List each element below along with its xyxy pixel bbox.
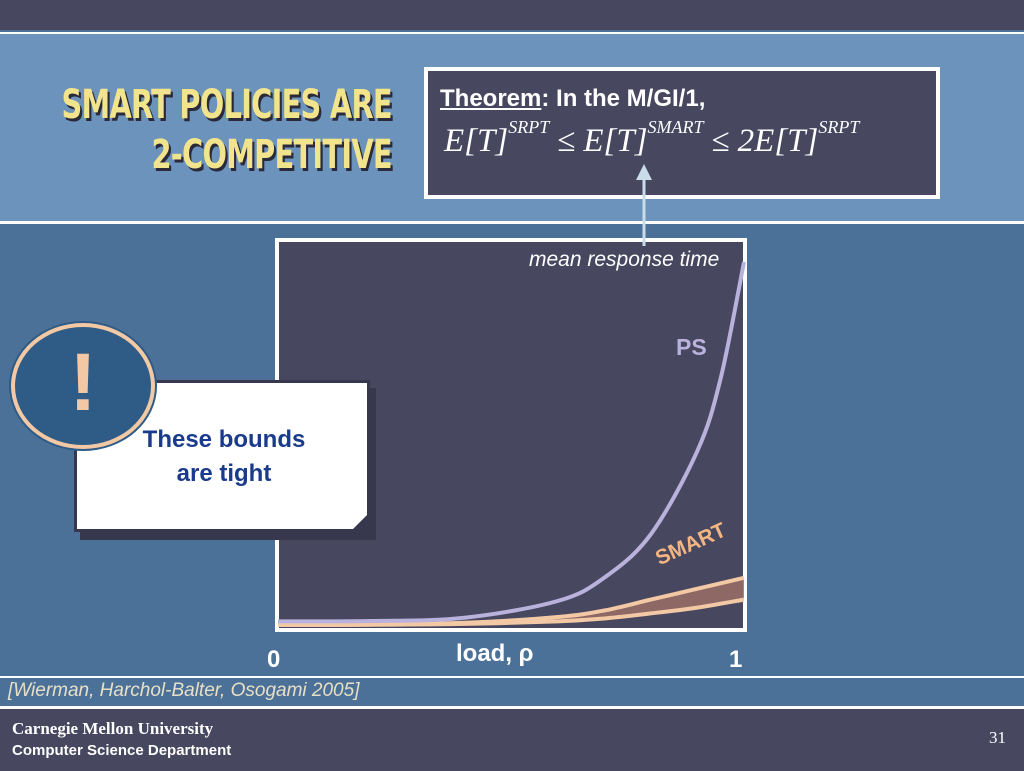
formula-srpt-sup: SRPT [508,117,550,137]
pointer-arrow-head [636,164,652,180]
theorem-label: Theorem [440,85,542,112]
formula-le-2: ≤ [711,123,730,159]
x-tick-0: 0 [267,646,281,673]
smart-lower-line [277,597,745,627]
theorem-box: Theorem: In the M/GI/1, E[T]SRPT ≤ E[T]SMA… [424,67,940,199]
citation-divider [0,676,1024,678]
callout-line-2: are tight [176,460,272,487]
footer: Carnegie Mellon University Computer Scie… [0,706,1024,771]
top-bar [0,0,1024,30]
formula-le-1: ≤ [557,123,576,159]
department-name: Computer Science Department [12,742,232,759]
plot-layer [277,261,746,627]
x-axis-label: load, ρ [456,640,534,667]
theorem-formula: E[T]SRPT ≤ E[T]SMART ≤2E[T]SRPT [444,117,859,160]
callout-line-1: These bounds [142,426,306,453]
university-name: Carnegie Mellon University [12,719,214,738]
mean-response-time-label: mean response time [529,248,720,271]
x-tick-1: 1 [729,646,743,673]
callout-text: These bounds are tight [105,423,343,491]
ps-curve-label: PS [676,334,707,360]
formula-smart-term: E[T] [583,123,648,159]
theorem-text: : In the M/GI/1, [541,85,706,112]
slide-title: SMART POLICIES ARE 2-COMPETITIVE [61,80,393,180]
citation: [Wierman, Harchol-Balter, Osogami 2005] [8,680,360,701]
exclamation-icon: ! [11,323,155,449]
title-line-1: SMART POLICIES ARE [61,82,393,128]
formula-2srpt-term: 2E[T] [737,123,819,159]
title-line-2: 2-COMPETITIVE [151,132,393,178]
formula-srpt-term: E[T] [444,123,509,159]
exclamation-glyph: ! [69,337,97,428]
formula-2srpt-sup: SRPT [818,117,860,137]
formula-smart-sup: SMART [647,117,704,137]
page-number: 31 [989,728,1006,747]
ps-curve-line [277,261,746,624]
theorem-heading: Theorem: In the M/GI/1, [440,85,705,113]
smart-band-fill [278,577,744,625]
page-fold-corner [350,512,370,532]
callout-box: These bounds are tight [74,380,370,532]
